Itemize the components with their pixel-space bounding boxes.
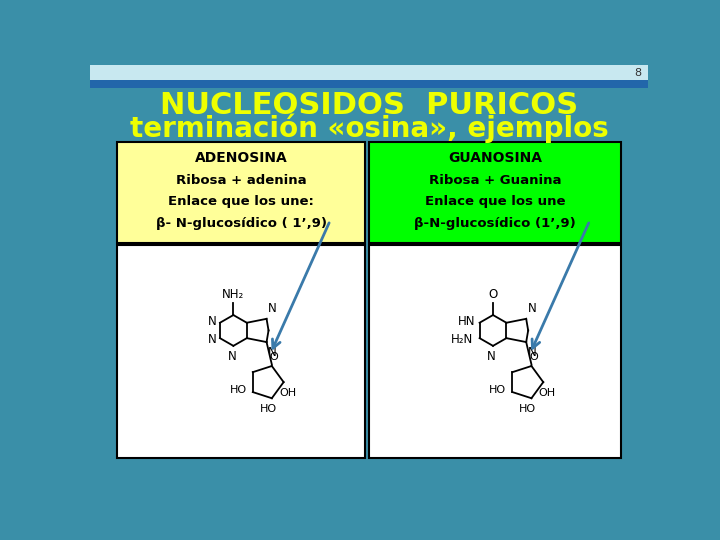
- Text: O: O: [270, 352, 279, 362]
- Text: HO: HO: [519, 404, 536, 414]
- Bar: [90, 65, 648, 80]
- Text: NH₂: NH₂: [222, 288, 245, 301]
- Text: HN: HN: [457, 315, 475, 328]
- Text: N: N: [208, 315, 217, 328]
- Text: O: O: [529, 352, 538, 362]
- Text: N: N: [268, 302, 277, 315]
- Text: OH: OH: [279, 388, 296, 399]
- Text: HO: HO: [259, 404, 276, 414]
- Text: Ribosa + Guanina: Ribosa + Guanina: [428, 174, 561, 187]
- Bar: [117, 245, 365, 457]
- Text: N: N: [268, 346, 277, 359]
- Text: β-N-glucosídico (1’,9): β-N-glucosídico (1’,9): [414, 217, 576, 230]
- Text: N: N: [487, 350, 496, 363]
- Text: Ribosa + adenina: Ribosa + adenina: [176, 174, 307, 187]
- Text: Enlace que los une:: Enlace que los une:: [168, 195, 314, 208]
- Text: NUCLEOSIDOS  PURICOS: NUCLEOSIDOS PURICOS: [160, 91, 578, 120]
- Bar: [369, 142, 621, 244]
- Text: GUANOSINA: GUANOSINA: [448, 151, 542, 165]
- Text: β- N-glucosídico ( 1’,9): β- N-glucosídico ( 1’,9): [156, 217, 327, 230]
- Text: OH: OH: [539, 388, 556, 399]
- Text: HO: HO: [230, 385, 246, 395]
- Bar: [117, 142, 365, 244]
- Text: N: N: [208, 333, 217, 346]
- Text: N: N: [528, 346, 536, 359]
- Text: H₂N: H₂N: [451, 333, 473, 346]
- Text: O: O: [488, 288, 498, 301]
- Text: HO: HO: [489, 385, 506, 395]
- Bar: [369, 245, 621, 457]
- Text: 8: 8: [634, 68, 642, 78]
- Bar: [90, 80, 648, 88]
- Text: Enlace que los une: Enlace que los une: [425, 195, 565, 208]
- Text: N: N: [528, 302, 536, 315]
- Text: terminación «osina», ejemplos: terminación «osina», ejemplos: [130, 114, 608, 144]
- Text: N: N: [228, 350, 236, 363]
- Text: ADENOSINA: ADENOSINA: [194, 151, 287, 165]
